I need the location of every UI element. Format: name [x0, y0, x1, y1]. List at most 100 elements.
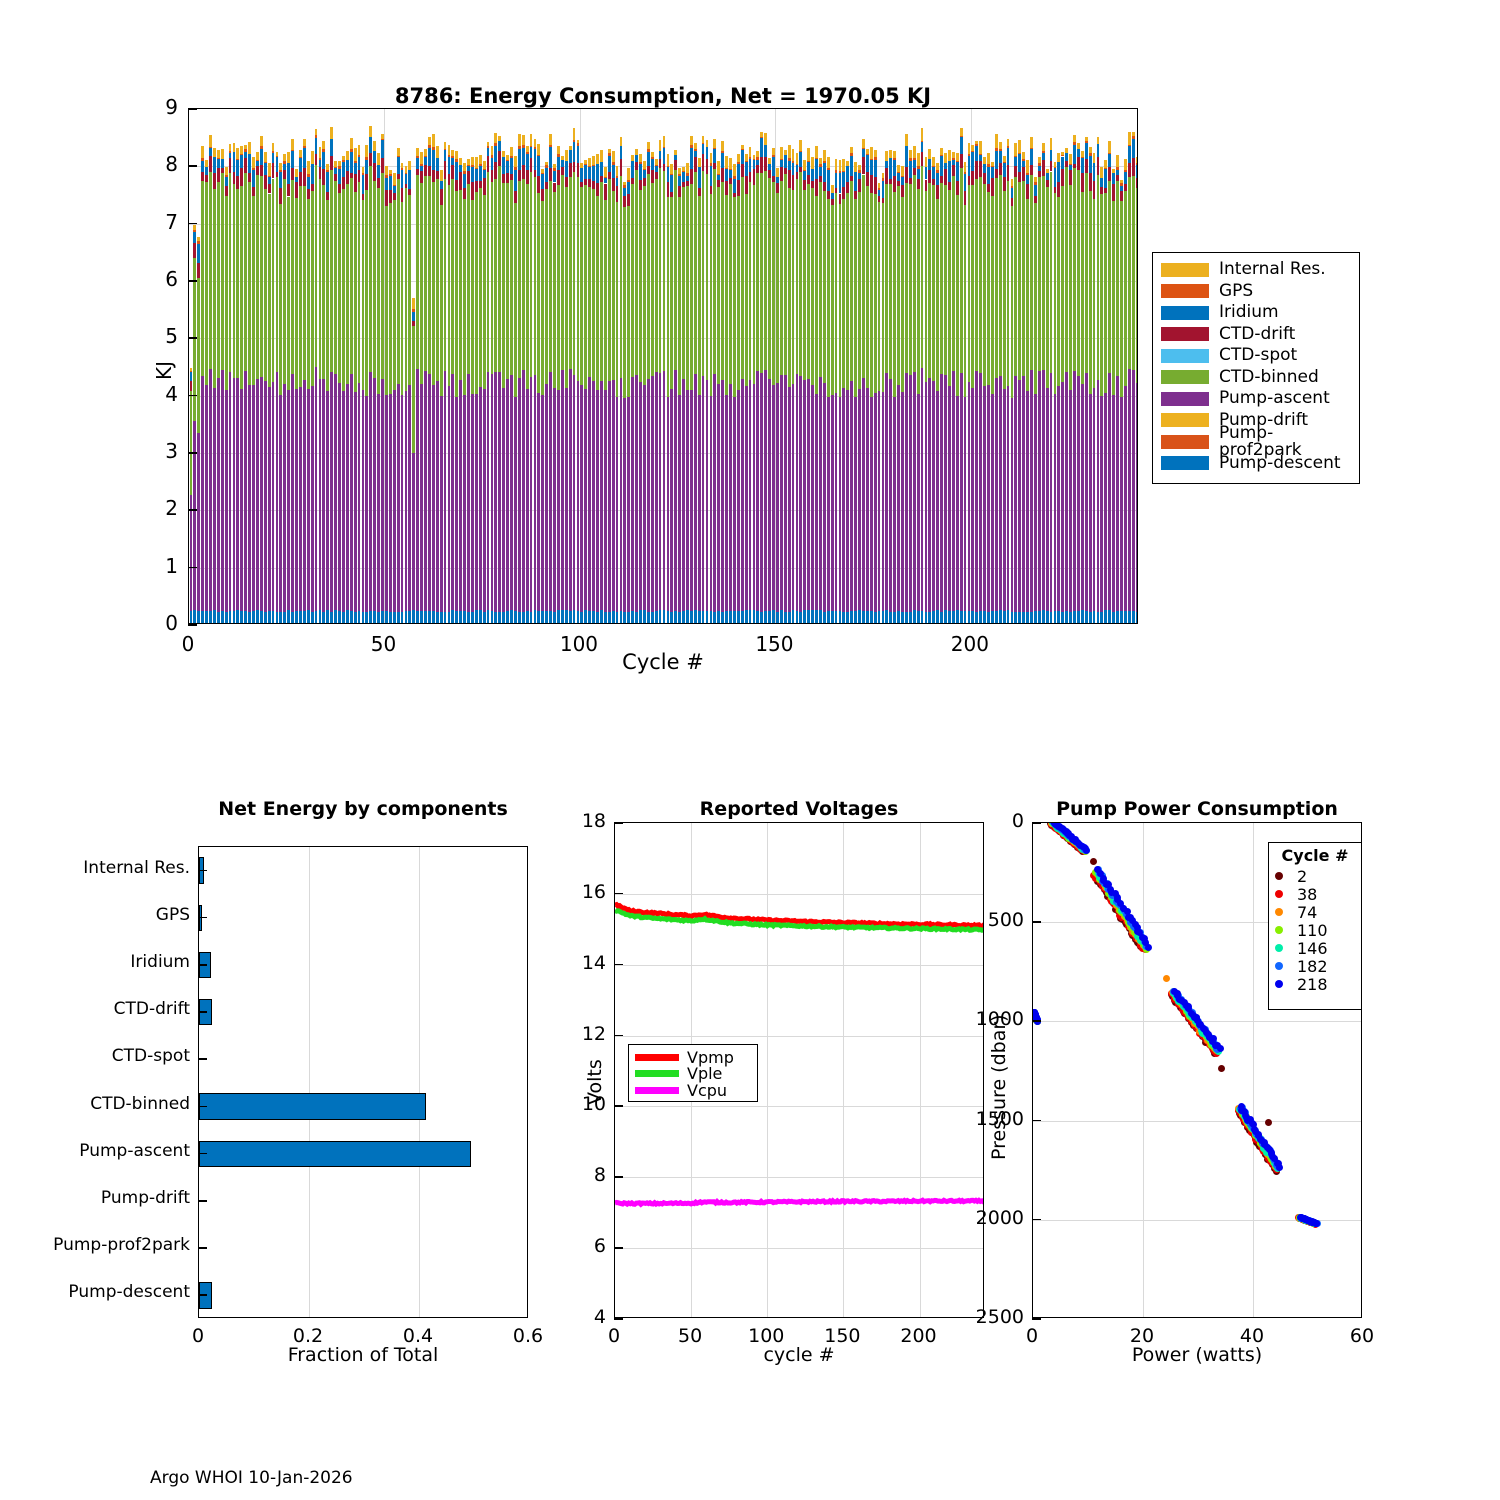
- pump-y-tick: 1000: [975, 1008, 1024, 1031]
- bar-segment: [901, 196, 904, 393]
- bar-segment: [639, 154, 642, 162]
- bar-segment: [693, 149, 697, 151]
- bar-segment: [326, 172, 330, 192]
- bar-segment: [666, 181, 670, 198]
- bar-segment: [549, 181, 553, 372]
- bar-segment: [1092, 181, 1096, 199]
- bar-segment: [1096, 144, 1100, 158]
- bar-segment: [220, 149, 224, 160]
- bar-segment: [205, 384, 208, 612]
- volt-gridline: [615, 964, 983, 966]
- bar-stack: [1010, 109, 1014, 623]
- bar-segment: [760, 373, 764, 613]
- bar-stack: [998, 109, 1002, 623]
- bar-stack: [858, 109, 861, 623]
- bar-segment: [623, 187, 627, 197]
- bar-segment: [580, 187, 584, 385]
- bar-segment: [553, 192, 556, 388]
- bar-segment: [826, 190, 830, 200]
- bar-segment: [510, 147, 513, 156]
- bar-segment: [467, 171, 470, 185]
- pump-data-point: [1205, 1033, 1213, 1041]
- bar-segment: [752, 383, 756, 611]
- bar-segment: [428, 144, 431, 148]
- bar-stack: [318, 109, 322, 623]
- bar-stack: [744, 109, 748, 623]
- bar-segment: [576, 610, 580, 623]
- bar-segment: [244, 151, 248, 159]
- bar-segment: [1127, 132, 1131, 145]
- pump-data-point: [1162, 975, 1170, 983]
- bar-segment: [451, 610, 455, 623]
- bar-segment: [740, 148, 744, 150]
- bar-segment: [920, 166, 924, 368]
- bar-segment: [822, 161, 826, 163]
- bar-segment: [209, 134, 212, 147]
- bar-segment: [517, 146, 521, 150]
- bar-segment: [248, 153, 251, 173]
- bar-stack: [224, 109, 228, 623]
- volt-gridline: [615, 1177, 983, 1179]
- bar-segment: [502, 151, 506, 158]
- main-x-tick: 50: [370, 632, 397, 656]
- bar-segment: [232, 151, 236, 173]
- bar-segment: [908, 149, 912, 159]
- bar-segment: [834, 158, 838, 170]
- bar-segment: [611, 162, 615, 165]
- bar-segment: [631, 611, 635, 623]
- bar-segment: [920, 610, 924, 623]
- bar-stack: [607, 109, 611, 623]
- bar-segment: [533, 610, 537, 623]
- bar-segment: [263, 381, 267, 612]
- bar-segment: [987, 153, 990, 165]
- bar-segment: [549, 147, 553, 168]
- bar-stack: [635, 109, 639, 623]
- bar-stack: [435, 109, 439, 623]
- bar-stack: [764, 109, 768, 623]
- bar-segment: [779, 147, 783, 159]
- bar-segment: [459, 172, 463, 191]
- bar-segment: [904, 611, 908, 623]
- bar-segment: [693, 374, 697, 611]
- bar-stack: [1006, 109, 1010, 623]
- pump-data-point: [1271, 1154, 1279, 1162]
- bar-segment: [271, 152, 275, 163]
- bar-segment: [447, 156, 451, 174]
- bar-segment: [936, 199, 940, 391]
- bar-segment: [635, 374, 639, 613]
- bar-segment: [725, 610, 728, 623]
- bar-segment: [252, 167, 255, 171]
- pump-y-tick: 500: [987, 909, 1024, 932]
- bar-segment: [248, 384, 251, 612]
- bar-segment: [615, 202, 619, 397]
- bar-segment: [357, 382, 361, 611]
- bar-segment: [248, 181, 251, 385]
- bar-segment: [1088, 611, 1092, 623]
- bar-segment: [287, 610, 291, 623]
- bar-stack: [603, 109, 607, 623]
- bar-segment: [314, 129, 318, 136]
- bar-segment: [736, 390, 740, 612]
- bar-segment: [267, 175, 271, 178]
- bar-segment: [869, 147, 873, 160]
- legend-swatch: [635, 1053, 679, 1061]
- bar-segment: [846, 390, 850, 612]
- legend-label: CTD-binned: [1219, 366, 1319, 387]
- bar-segment: [1088, 191, 1092, 395]
- bar-segment: [232, 377, 236, 612]
- pump-y-tick: 1500: [975, 1107, 1024, 1130]
- bar-stack: [811, 109, 814, 623]
- bar-segment: [1037, 162, 1041, 166]
- pump-y-tickmark: [1032, 921, 1041, 923]
- bar-segment: [533, 147, 537, 150]
- legend-swatch: [1161, 370, 1209, 385]
- bar-stack: [807, 109, 811, 623]
- bar-segment: [916, 153, 920, 167]
- bar-stack: [584, 109, 588, 623]
- bar-segment: [506, 160, 510, 173]
- bar-segment: [654, 165, 658, 167]
- bar-segment: [1018, 153, 1022, 155]
- bar-segment: [670, 174, 674, 193]
- bar-segment: [838, 171, 842, 174]
- bar-segment: [302, 168, 306, 186]
